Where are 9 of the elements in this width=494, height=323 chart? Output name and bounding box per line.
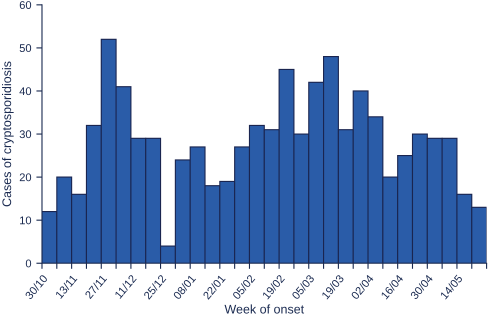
- y-tick-label: 50: [20, 44, 32, 52]
- y-axis-title: Cases of cryptosporidiosis: [2, 62, 14, 206]
- y-tick-label: 10: [20, 216, 32, 224]
- y-tick-label: 20: [20, 173, 32, 182]
- y-tick-label: 40: [19, 87, 32, 96]
- y-tick-label: 60: [20, 1, 32, 9]
- y-tick-label: 30: [20, 130, 32, 138]
- y-tick-label: 0: [26, 260, 32, 268]
- x-axis-title: Week of onset: [224, 304, 304, 314]
